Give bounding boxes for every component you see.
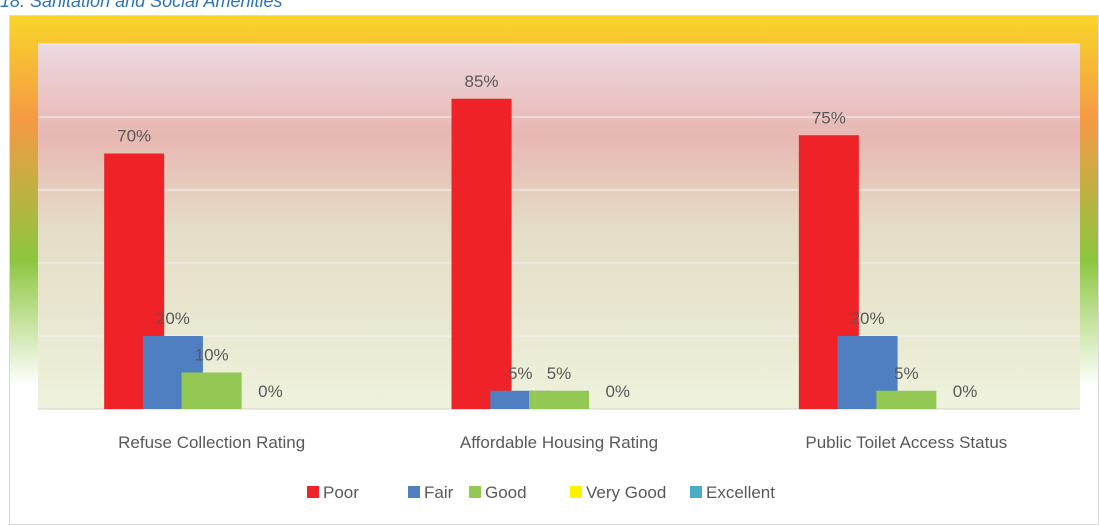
legend-label: Poor xyxy=(323,483,359,502)
plot-area xyxy=(38,44,1080,409)
legend-label: Excellent xyxy=(706,483,775,502)
legend-label: Good xyxy=(485,483,527,502)
x-tick-label: Affordable Housing Rating xyxy=(460,433,658,452)
data-label: 75% xyxy=(812,108,846,127)
bar xyxy=(451,98,512,409)
data-label: 10% xyxy=(195,346,229,365)
data-label: 0% xyxy=(258,382,283,401)
data-label: 0% xyxy=(605,382,630,401)
legend-swatch xyxy=(690,486,702,498)
data-label: 20% xyxy=(156,309,190,328)
data-label: 5% xyxy=(508,364,533,383)
legend-swatch xyxy=(469,486,481,498)
x-tick-label: Refuse Collection Rating xyxy=(118,433,305,452)
bar xyxy=(529,390,589,409)
legend-label: Fair xyxy=(424,483,454,502)
data-label: 0% xyxy=(953,382,978,401)
chart-title: 18. Sanitation and Social Amenities xyxy=(0,0,283,11)
legend-swatch xyxy=(570,486,582,498)
legend-swatch xyxy=(307,486,319,498)
data-label: 85% xyxy=(464,72,498,91)
legend-label: Very Good xyxy=(586,483,666,502)
data-label: 20% xyxy=(851,309,885,328)
data-label: 5% xyxy=(894,364,919,383)
data-label: 70% xyxy=(117,127,151,146)
legend-swatch xyxy=(408,486,420,498)
x-tick-label: Public Toilet Access Status xyxy=(805,433,1007,452)
bar xyxy=(181,372,242,409)
data-label: 5% xyxy=(547,364,572,383)
bar xyxy=(876,390,937,409)
